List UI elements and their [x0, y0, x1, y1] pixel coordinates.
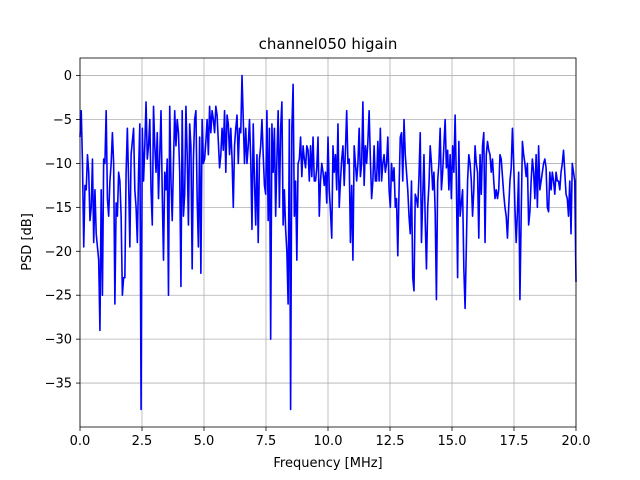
y-tick-label: −5: [53, 113, 72, 128]
x-tick-label: 17.5: [500, 434, 529, 449]
x-tick-label: 20.0: [562, 434, 591, 449]
x-tick-label: 12.5: [376, 434, 405, 449]
y-tick-label: −15: [45, 201, 72, 216]
y-tick-label: −25: [45, 289, 72, 304]
y-tick-label: −20: [45, 245, 72, 260]
x-tick-label: 7.5: [256, 434, 277, 449]
y-tick-label: 0: [64, 69, 72, 84]
y-tick-label: −10: [45, 157, 72, 172]
x-tick-label: 10.0: [314, 434, 343, 449]
x-tick-label: 0.0: [70, 434, 91, 449]
series-layer: [79, 74, 577, 411]
y-tick-label: −30: [45, 333, 72, 348]
x-tick-label: 5.0: [194, 434, 215, 449]
y-tick-label: −35: [45, 377, 72, 392]
x-axis-label: Frequency [MHz]: [273, 456, 382, 471]
psd-series-line: [79, 74, 577, 411]
tick-layer: 0.0 2.5 5.0 7.5 10.0 12.5 15.0 17.5 20.0 0 −5 −10 −1…: [45, 69, 591, 449]
x-tick-label: 2.5: [132, 434, 153, 449]
x-tick-label: 15.0: [438, 434, 467, 449]
y-axis-label: PSD [dB]: [20, 213, 35, 271]
grid-layer: [79, 58, 577, 427]
chart-title: channel050 higain: [259, 35, 398, 53]
